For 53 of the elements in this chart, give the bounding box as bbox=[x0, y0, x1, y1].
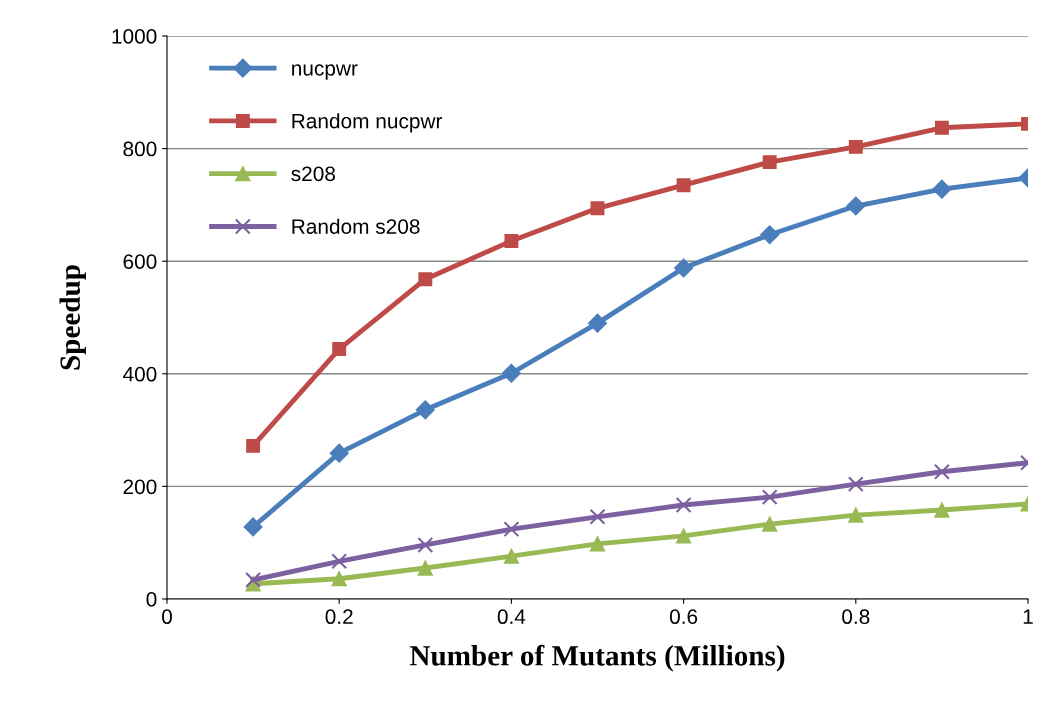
point bbox=[501, 363, 521, 383]
legend-label: Random s208 bbox=[292, 218, 420, 234]
point bbox=[417, 536, 434, 553]
point bbox=[245, 571, 262, 588]
point bbox=[847, 476, 864, 493]
y-tick-label: 200 bbox=[123, 479, 157, 495]
point bbox=[932, 179, 952, 199]
point bbox=[762, 516, 778, 532]
y-tick-label: 1000 bbox=[112, 29, 157, 44]
point bbox=[415, 400, 435, 420]
point bbox=[675, 496, 692, 513]
x-axis-title: Number of Mutants (Millions) bbox=[409, 644, 785, 672]
y-tick-label: 800 bbox=[123, 141, 157, 157]
point bbox=[674, 258, 694, 278]
point bbox=[587, 313, 608, 333]
point bbox=[589, 536, 606, 552]
point bbox=[589, 508, 606, 525]
point bbox=[676, 178, 691, 193]
point bbox=[934, 120, 949, 135]
y-axis-title: Speedup bbox=[59, 265, 86, 370]
x-tick-label: 0.6 bbox=[669, 609, 698, 625]
point bbox=[332, 342, 347, 356]
y-tick-label: 400 bbox=[123, 366, 157, 382]
point bbox=[246, 438, 261, 453]
point bbox=[417, 560, 433, 576]
x-tick-label: 0.4 bbox=[497, 609, 526, 625]
legend-label: Random nucpwr bbox=[292, 113, 443, 133]
point bbox=[590, 201, 605, 216]
x-tick-label: 1 bbox=[1023, 609, 1033, 624]
point bbox=[762, 155, 777, 170]
point bbox=[761, 489, 778, 506]
point bbox=[503, 548, 520, 564]
point bbox=[331, 571, 347, 587]
point bbox=[675, 528, 692, 544]
legend-label: s208 bbox=[291, 166, 336, 182]
point bbox=[848, 507, 864, 523]
x-tick-label: 0 bbox=[162, 609, 172, 625]
y-tick-label: 0 bbox=[146, 592, 157, 607]
point bbox=[848, 139, 863, 154]
point bbox=[933, 463, 950, 480]
point bbox=[329, 443, 349, 463]
x-tick-label: 0.2 bbox=[325, 609, 353, 625]
legend-label: nucpwr bbox=[292, 64, 358, 80]
x-tick-label: 0.8 bbox=[842, 609, 870, 625]
y-tick-label: 600 bbox=[123, 254, 157, 269]
point bbox=[760, 225, 780, 245]
point bbox=[934, 502, 950, 518]
point bbox=[418, 272, 433, 287]
point bbox=[243, 517, 263, 537]
point bbox=[331, 553, 348, 570]
point bbox=[503, 521, 520, 538]
point bbox=[846, 196, 866, 216]
point bbox=[504, 233, 519, 248]
